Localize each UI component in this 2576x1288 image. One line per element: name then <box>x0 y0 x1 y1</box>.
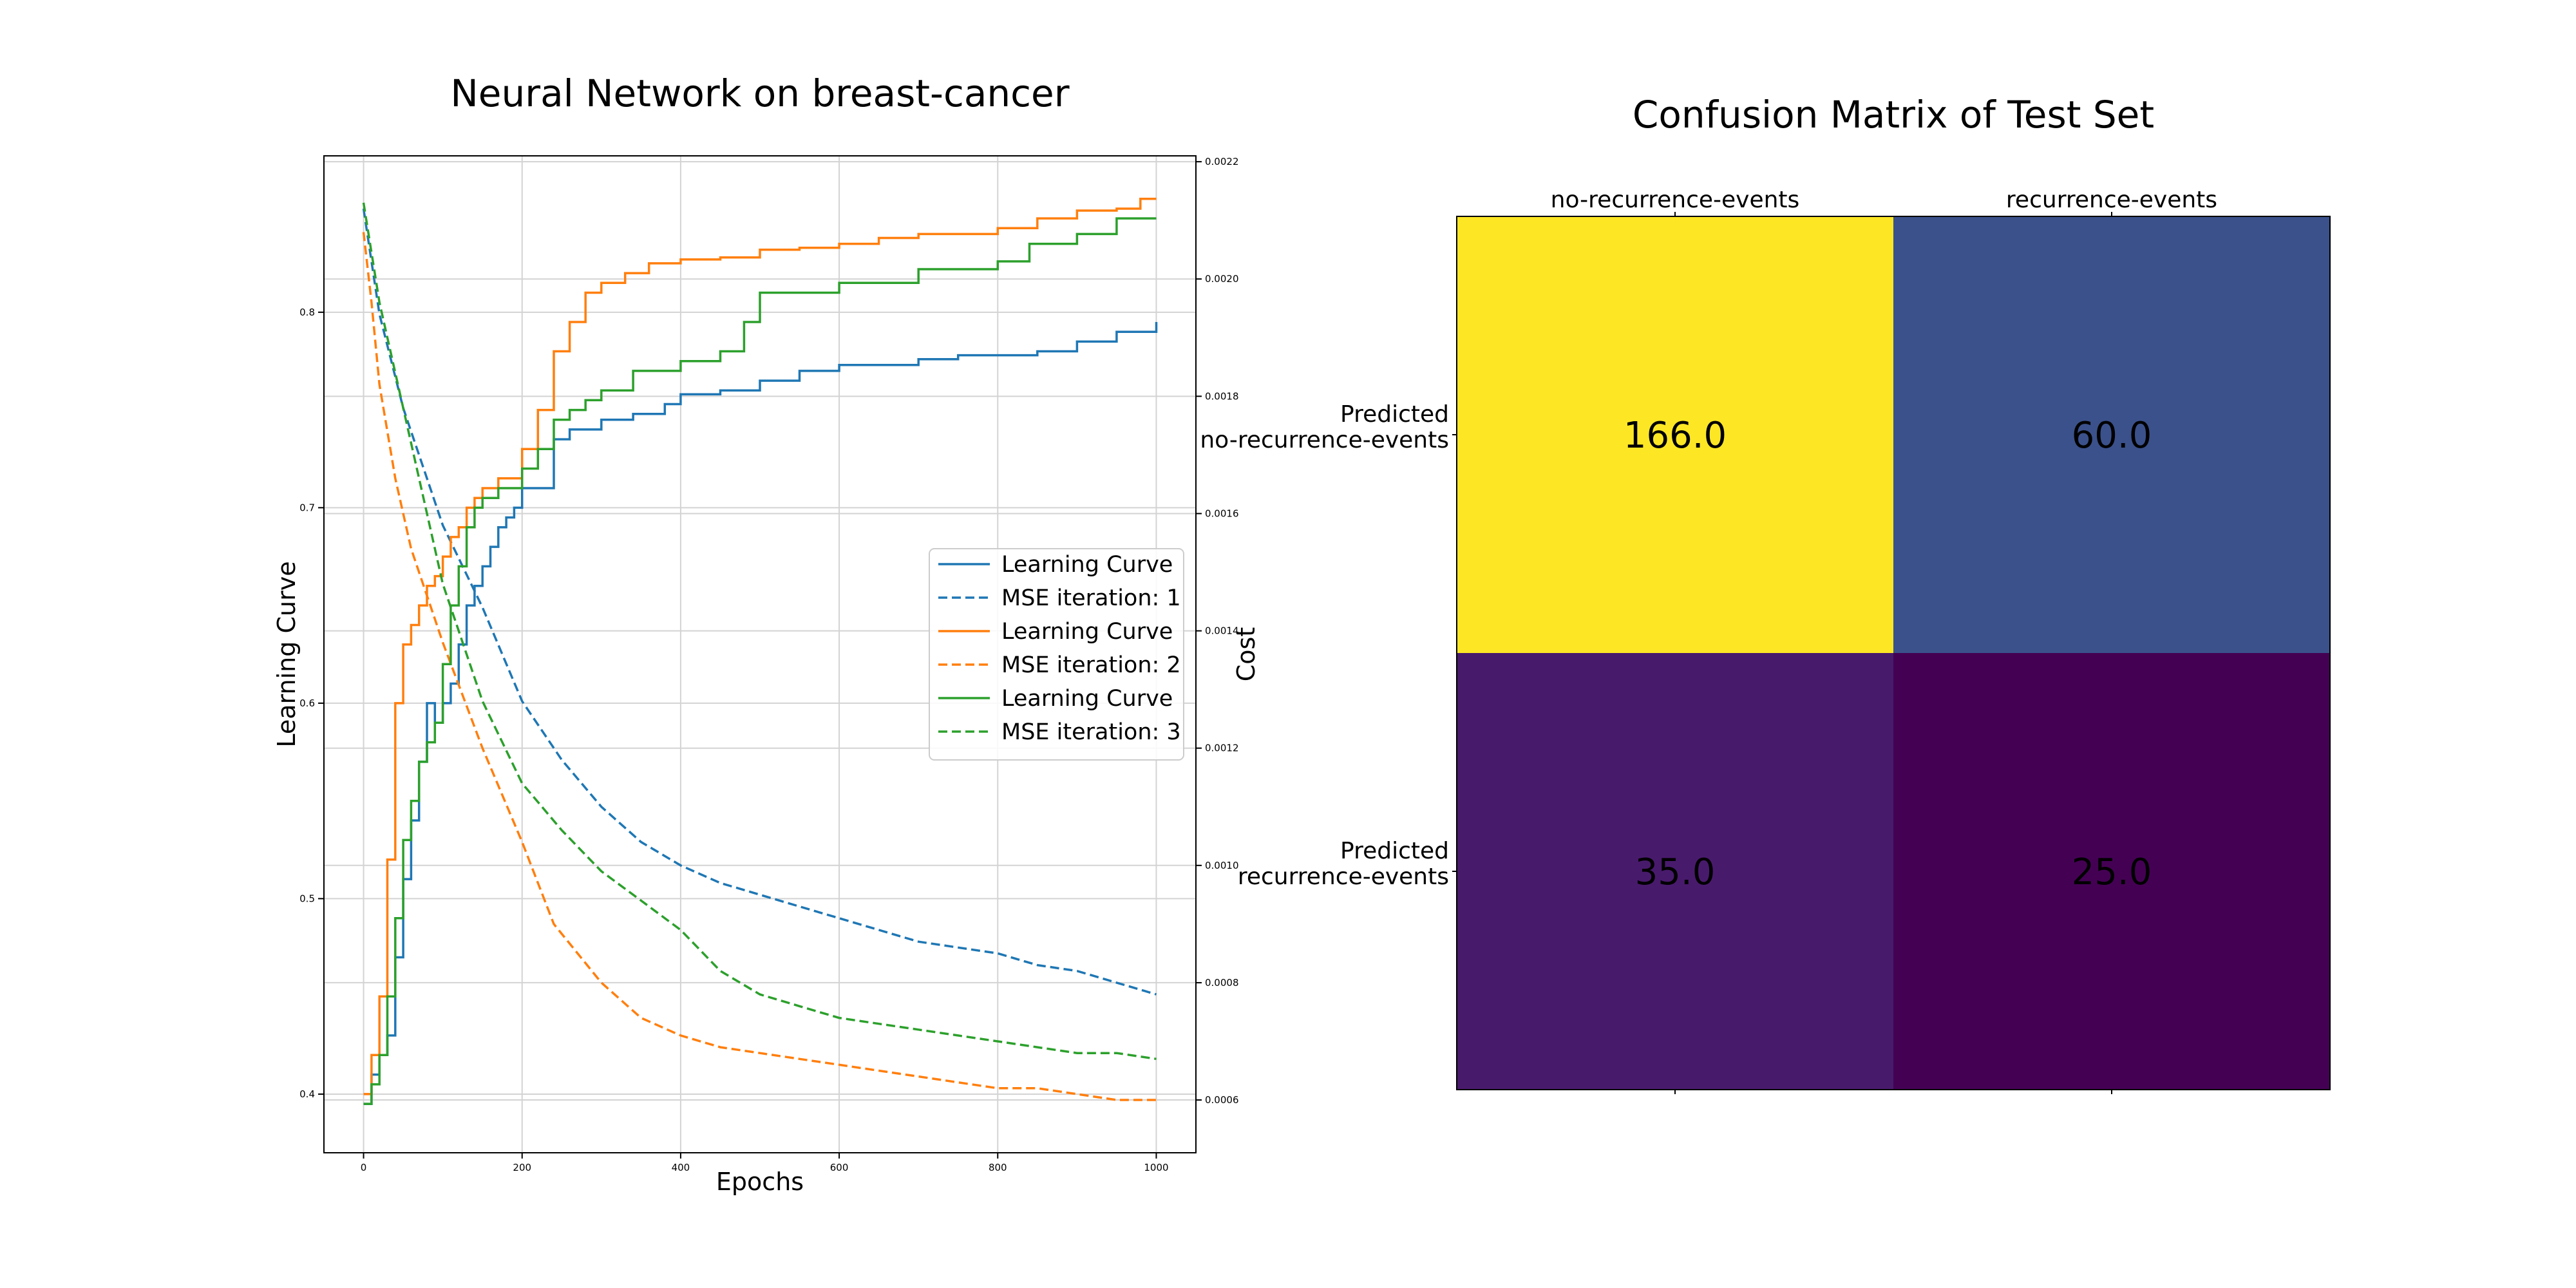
y2-axis-label: Cost <box>1232 627 1260 681</box>
x-tick-label: 1000 <box>1144 1162 1168 1173</box>
confusion-matrix-labels: no-recurrence-events recurrence-events Pre… <box>1200 187 2217 1094</box>
legend-entry: Learning Curve <box>1001 686 1173 712</box>
y-axis-ticks: 0.4 0.5 0.6 0.7 0.8 <box>299 307 324 1100</box>
x-tick-label: 400 <box>672 1162 690 1173</box>
column-label: recurrence-events <box>2006 187 2217 213</box>
x-tick-label: 200 <box>513 1162 531 1173</box>
x-tick-label: 0 <box>361 1162 367 1173</box>
y-axis-label: Learning Curve <box>272 561 301 747</box>
series-line-5 <box>363 217 1157 1105</box>
y-tick-label: 0.7 <box>299 502 315 513</box>
y2-tick-label: 0.0012 <box>1205 743 1239 754</box>
confusion-matrix-cells: 166.0 60.0 35.0 25.0 <box>1457 216 2330 1090</box>
learning-curve-series <box>362 198 1158 1105</box>
y2-tick-label: 0.0020 <box>1205 273 1239 285</box>
matrix-cell <box>1457 653 1893 1090</box>
series-line-1 <box>363 322 1158 1105</box>
legend-entry: Learning Curve <box>1001 552 1173 578</box>
legend-entry: MSE iteration: 2 <box>1001 652 1181 678</box>
legend-box <box>929 548 1184 761</box>
x-tick-label: 600 <box>830 1162 849 1173</box>
confusion-matrix-frame <box>1456 216 2331 1090</box>
y2-axis-ticks: 0.0006 0.0008 0.0010 0.0012 0.0014 0.0016 0.00… <box>1196 156 1239 1106</box>
series-line-4 <box>362 232 1157 1101</box>
series-line-3 <box>363 198 1157 1095</box>
y2-tick-label: 0.0014 <box>1205 625 1239 637</box>
matrix-cell <box>1457 216 1893 653</box>
legend: Learning Curve MSE iteration: 1 Learning C… <box>929 548 1184 761</box>
y2-tick-label: 0.0008 <box>1205 977 1239 989</box>
y2-tick-label: 0.0018 <box>1205 390 1239 402</box>
y2-tick-label: 0.0022 <box>1205 156 1239 167</box>
y2-tick-label: 0.0016 <box>1205 507 1239 519</box>
left-chart-title: Neural Network on breast-cancer <box>450 71 1069 115</box>
matrix-cell <box>1893 216 2330 653</box>
matrix-cell-value: 35.0 <box>1635 851 1716 893</box>
y-tick-label: 0.8 <box>299 307 315 318</box>
legend-entry: MSE iteration: 3 <box>1001 719 1181 745</box>
series-line-6 <box>362 202 1157 1061</box>
y-tick-label: 0.5 <box>299 893 315 904</box>
x-tick-label: 800 <box>989 1162 1007 1173</box>
y2-tick-label: 0.0010 <box>1205 860 1239 871</box>
legend-entry: MSE iteration: 1 <box>1001 585 1181 611</box>
right-chart-title: Confusion Matrix of Test Set <box>1633 93 2154 137</box>
matrix-cell <box>1893 653 2330 1090</box>
y-tick-label: 0.4 <box>299 1088 315 1100</box>
learning-curve-plot-frame <box>323 155 1197 1153</box>
row-label: Predicted no-recurrence-events <box>1200 401 1449 453</box>
matrix-cell-value: 25.0 <box>2072 851 2152 893</box>
matrix-cell-value: 60.0 <box>2072 415 2152 457</box>
learning-curve-chart: Neural Network on breast-cancer 0 200 400 6… <box>272 71 1260 1196</box>
x-axis-ticks: 0 200 400 600 800 1000 <box>361 1153 1169 1173</box>
legend-entry: Learning Curve <box>1001 619 1173 645</box>
row-label: Predicted recurrence-events <box>1238 838 1449 890</box>
column-label: no-recurrence-events <box>1551 187 1800 213</box>
y2-tick-label: 0.0006 <box>1205 1094 1239 1106</box>
y-tick-label: 0.6 <box>299 697 315 709</box>
x-axis-label: Epochs <box>716 1168 804 1196</box>
confusion-matrix-chart: Confusion Matrix of Test Set 166.0 60.0 35… <box>1200 93 2331 1094</box>
matrix-cell-value: 166.0 <box>1624 415 1727 457</box>
